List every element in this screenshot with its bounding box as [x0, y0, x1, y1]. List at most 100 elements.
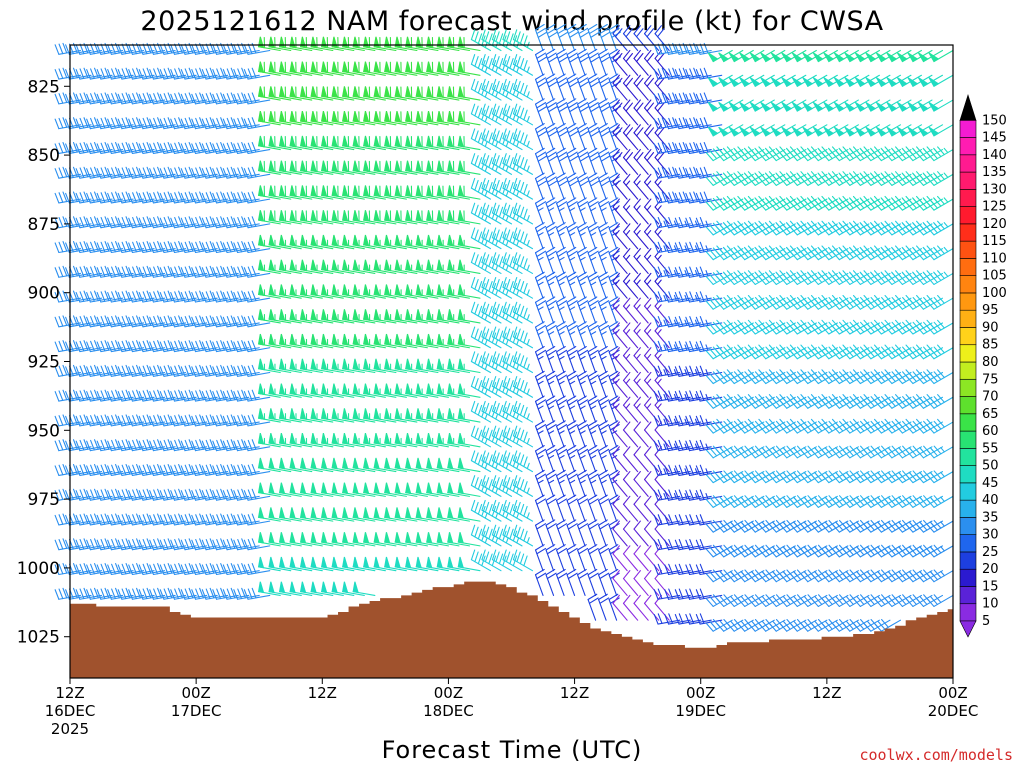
wind-barb	[534, 48, 548, 76]
wind-barb	[321, 185, 344, 200]
wind-barb	[598, 197, 610, 225]
wind-barb	[612, 272, 628, 299]
colorbar-segment	[959, 378, 977, 397]
wind-barb	[257, 358, 281, 374]
wind-barb	[310, 309, 334, 324]
wind-barb	[653, 588, 681, 600]
wind-barb	[384, 408, 407, 423]
wind-barb	[457, 358, 481, 374]
colorbar-label: 80	[982, 355, 999, 370]
wind-barb	[577, 494, 589, 522]
wind-barb	[481, 475, 502, 497]
wind-barb	[470, 425, 492, 448]
wind-barb	[695, 92, 723, 105]
wind-barb	[633, 173, 649, 200]
wind-barb	[278, 333, 302, 349]
wind-barb	[674, 67, 702, 80]
wind-barb	[622, 124, 639, 151]
wind-barb	[612, 421, 628, 448]
wind-barb	[436, 383, 460, 398]
wind-barb	[436, 210, 460, 225]
wind-barb	[268, 110, 292, 126]
wind-barb	[363, 185, 386, 200]
wind-barb	[405, 556, 428, 572]
wind-barb	[534, 544, 547, 572]
wind-barb	[587, 246, 599, 274]
wind-barb	[566, 345, 578, 374]
wind-barb	[587, 296, 599, 324]
wind-barb	[373, 333, 397, 349]
wind-barb	[926, 319, 954, 335]
wind-barb	[612, 495, 628, 522]
wind-barb	[331, 432, 355, 448]
wind-barb	[310, 556, 334, 572]
wind-barb	[289, 185, 313, 200]
wind-barb	[310, 61, 334, 76]
x-axis-label: Forecast Time (UTC)	[382, 736, 643, 764]
wind-barb	[653, 514, 681, 526]
wind-barb	[654, 322, 670, 349]
wind-barb	[633, 495, 649, 522]
wind-barb	[577, 197, 589, 225]
wind-barb	[545, 98, 559, 126]
wind-barb	[622, 322, 639, 349]
wind-barb	[289, 408, 313, 423]
wind-barb	[363, 61, 386, 76]
wind-barb	[674, 588, 702, 600]
wind-barb	[257, 160, 281, 175]
wind-barb	[612, 347, 628, 374]
wind-barb	[310, 333, 334, 349]
wind-barb	[75, 141, 103, 154]
wind-barb	[384, 160, 407, 175]
wind-barb	[470, 103, 492, 126]
wind-barb	[321, 333, 344, 349]
wind-barb	[384, 309, 407, 324]
wind-barb	[289, 259, 313, 274]
wind-barb	[352, 110, 376, 126]
wind-barb	[598, 445, 610, 473]
wind-barb	[457, 86, 481, 101]
wind-barb	[654, 25, 670, 52]
x-tick-label: 18DEC	[423, 702, 474, 720]
wind-barb	[415, 482, 439, 497]
wind-barb	[257, 86, 281, 101]
wind-barb	[685, 563, 712, 576]
wind-barb	[598, 296, 610, 324]
wind-barb	[170, 389, 197, 402]
wind-barb	[363, 135, 386, 151]
wind-barb	[373, 160, 397, 175]
wind-barb	[481, 54, 502, 76]
wind-barb	[654, 198, 670, 225]
wind-barb	[587, 568, 599, 596]
wind-barb	[278, 185, 302, 200]
wind-barb	[278, 259, 302, 274]
wind-barb	[654, 545, 670, 572]
wind-barb	[394, 234, 418, 250]
wind-barb	[512, 54, 534, 76]
wind-barb	[405, 284, 428, 299]
wind-barb	[633, 25, 649, 52]
wind-barb	[159, 414, 187, 427]
wind-barb	[598, 222, 610, 250]
wind-barb	[363, 86, 386, 101]
wind-barb	[384, 482, 407, 497]
x-tick-label: 20DEC	[928, 702, 979, 720]
wind-barb	[257, 507, 281, 522]
wind-barb	[534, 23, 548, 52]
wind-barb	[321, 532, 344, 547]
wind-barb	[299, 259, 323, 274]
wind-barb	[587, 271, 599, 299]
wind-barb	[612, 322, 628, 349]
wind-barb	[222, 191, 250, 204]
wind-barb	[534, 395, 547, 423]
wind-barb	[405, 507, 428, 522]
wind-barb	[608, 98, 622, 126]
colorbar-arrow-bottom	[959, 620, 977, 638]
wind-barb	[268, 432, 292, 448]
wind-barb	[633, 297, 649, 324]
colorbar-label: 35	[982, 510, 999, 525]
wind-barb	[331, 333, 355, 349]
wind-barb	[373, 383, 397, 398]
wind-barb	[481, 227, 502, 250]
wind-barb	[405, 61, 428, 76]
